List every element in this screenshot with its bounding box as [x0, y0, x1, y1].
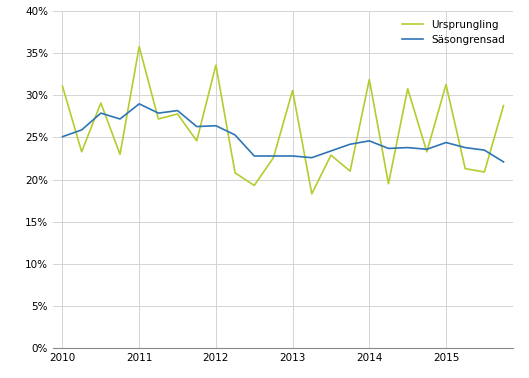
- Säsongrensad: [117, 117, 123, 121]
- Säsongrensad: [308, 155, 315, 160]
- Säsongrensad: [443, 140, 449, 145]
- Ursprungling: [213, 63, 219, 67]
- Line: Ursprungling: Ursprungling: [62, 46, 504, 194]
- Ursprungling: [328, 153, 334, 157]
- Säsongrensad: [328, 149, 334, 153]
- Säsongrensad: [405, 145, 411, 150]
- Ursprungling: [500, 103, 507, 108]
- Legend: Ursprungling, Säsongrensad: Ursprungling, Säsongrensad: [399, 17, 508, 48]
- Säsongrensad: [385, 146, 391, 151]
- Säsongrensad: [213, 124, 219, 128]
- Ursprungling: [59, 84, 66, 88]
- Säsongrensad: [194, 124, 200, 129]
- Säsongrensad: [78, 128, 85, 132]
- Ursprungling: [194, 139, 200, 143]
- Ursprungling: [136, 44, 142, 49]
- Säsongrensad: [155, 111, 161, 115]
- Ursprungling: [308, 192, 315, 196]
- Ursprungling: [481, 170, 488, 174]
- Säsongrensad: [98, 111, 104, 115]
- Säsongrensad: [347, 142, 353, 147]
- Ursprungling: [270, 155, 277, 160]
- Säsongrensad: [366, 139, 372, 143]
- Ursprungling: [289, 88, 296, 93]
- Säsongrensad: [462, 145, 468, 150]
- Ursprungling: [443, 82, 449, 87]
- Säsongrensad: [59, 135, 66, 139]
- Ursprungling: [98, 101, 104, 105]
- Ursprungling: [175, 112, 181, 116]
- Säsongrensad: [232, 133, 238, 137]
- Ursprungling: [155, 117, 161, 121]
- Säsongrensad: [136, 102, 142, 106]
- Ursprungling: [405, 87, 411, 91]
- Ursprungling: [347, 169, 353, 174]
- Line: Säsongrensad: Säsongrensad: [62, 104, 504, 162]
- Säsongrensad: [500, 160, 507, 164]
- Ursprungling: [251, 183, 258, 188]
- Ursprungling: [117, 152, 123, 156]
- Säsongrensad: [424, 147, 430, 152]
- Säsongrensad: [270, 154, 277, 158]
- Ursprungling: [385, 181, 391, 186]
- Säsongrensad: [251, 154, 258, 158]
- Ursprungling: [462, 166, 468, 171]
- Ursprungling: [232, 170, 238, 175]
- Säsongrensad: [289, 154, 296, 158]
- Ursprungling: [366, 77, 372, 82]
- Säsongrensad: [175, 108, 181, 113]
- Ursprungling: [424, 150, 430, 154]
- Ursprungling: [78, 150, 85, 154]
- Säsongrensad: [481, 148, 488, 152]
